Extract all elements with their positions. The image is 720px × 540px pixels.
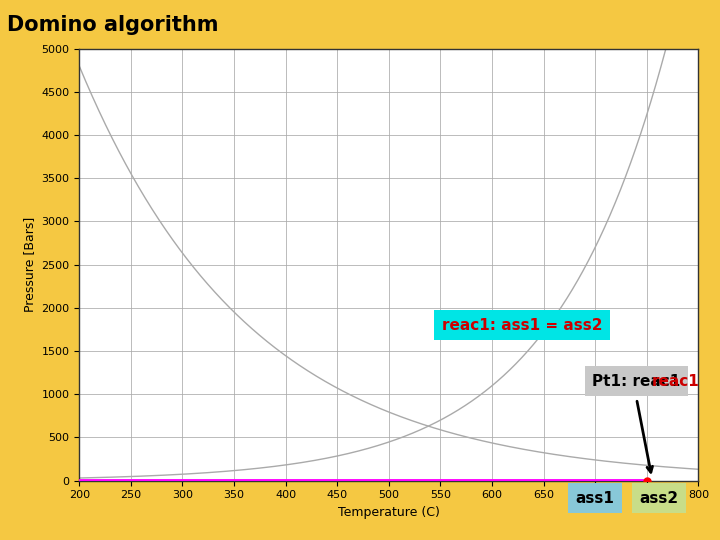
Text: reac1: ass1 = ass2: reac1: ass1 = ass2	[441, 318, 602, 333]
Text: reac1: reac1	[652, 374, 700, 389]
Text: Domino algorithm: Domino algorithm	[7, 15, 219, 35]
Y-axis label: Pressure [Bars]: Pressure [Bars]	[23, 217, 36, 312]
Text: ass2: ass2	[639, 491, 679, 505]
Text: ass1: ass1	[576, 491, 615, 505]
X-axis label: Temperature (C): Temperature (C)	[338, 506, 440, 519]
Text: Pt1: reac1: Pt1: reac1	[593, 374, 680, 389]
